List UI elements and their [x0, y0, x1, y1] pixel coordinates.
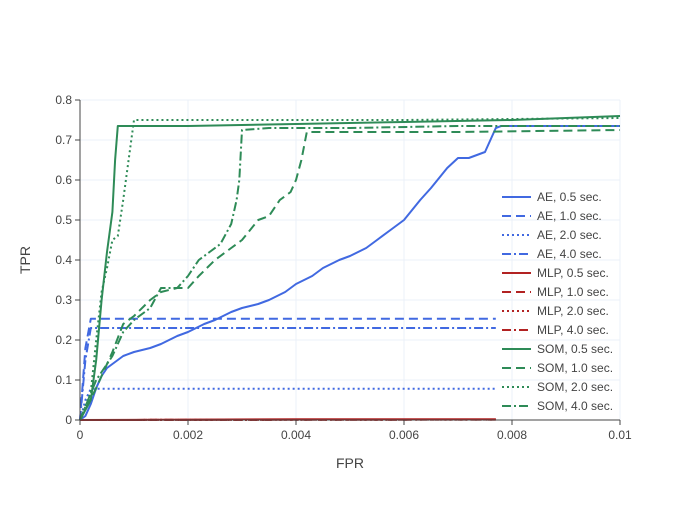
- y-tick-label: 0.4: [55, 253, 72, 267]
- x-tick-label: 0.004: [281, 428, 311, 442]
- legend-label: MLP, 0.5 sec.: [537, 266, 609, 280]
- legend-label: MLP, 4.0 sec.: [537, 323, 609, 337]
- x-tick-label: 0.002: [173, 428, 203, 442]
- legend-label: AE, 1.0 sec.: [537, 209, 602, 223]
- legend-label: SOM, 2.0 sec.: [537, 380, 613, 394]
- y-axis-title: TPR: [17, 246, 33, 274]
- y-tick-label: 0.7: [55, 133, 72, 147]
- legend-label: SOM, 0.5 sec.: [537, 342, 613, 356]
- legend-label: AE, 0.5 sec.: [537, 190, 602, 204]
- x-tick-label: 0.006: [389, 428, 419, 442]
- y-tick-label: 0: [65, 413, 72, 427]
- legend-label: AE, 2.0 sec.: [537, 228, 602, 242]
- legend-label: MLP, 2.0 sec.: [537, 304, 609, 318]
- x-axis-title: FPR: [336, 455, 364, 471]
- y-tick-label: 0.5: [55, 213, 72, 227]
- legend-label: SOM, 1.0 sec.: [537, 361, 613, 375]
- y-tick-label: 0.8: [55, 93, 72, 107]
- y-tick-label: 0.2: [55, 333, 72, 347]
- x-tick-label: 0.008: [497, 428, 527, 442]
- y-tick-label: 0.3: [55, 293, 72, 307]
- legend-label: MLP, 1.0 sec.: [537, 285, 609, 299]
- legend-label: SOM, 4.0 sec.: [537, 399, 613, 413]
- x-tick-label: 0.01: [608, 428, 632, 442]
- y-tick-label: 0.6: [55, 173, 72, 187]
- x-tick-label: 0: [77, 428, 84, 442]
- y-tick-label: 0.1: [55, 373, 72, 387]
- legend-label: AE, 4.0 sec.: [537, 247, 602, 261]
